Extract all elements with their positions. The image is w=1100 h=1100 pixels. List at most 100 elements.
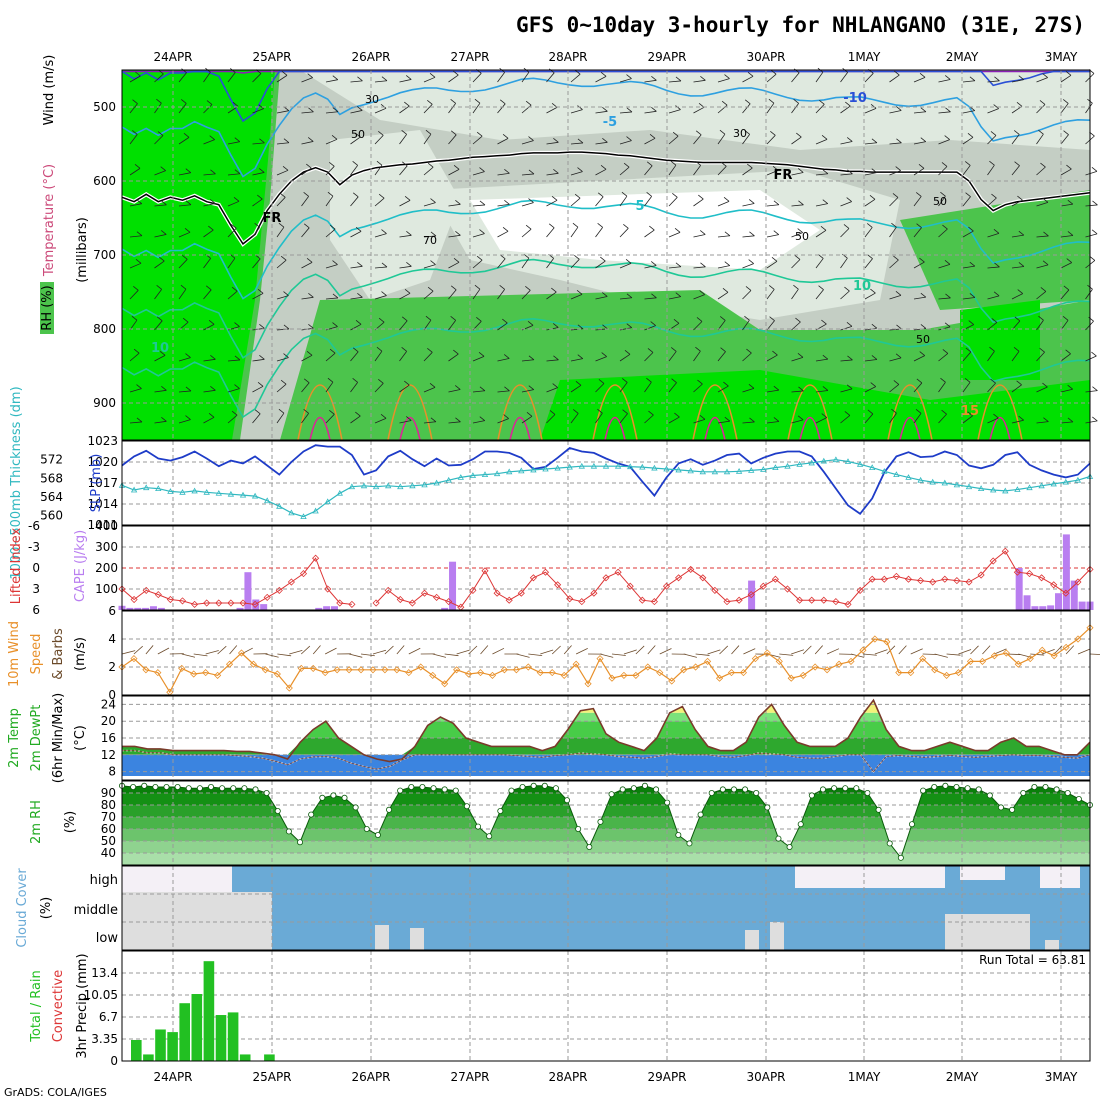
wind-barb-flag [893,380,900,385]
thickness-point [409,482,416,489]
lifted-index-point [723,598,731,606]
wind-barb-flag [1017,195,1023,201]
wind-barb [423,76,436,83]
wind-barb [987,135,997,145]
li-tick-label: -6 [28,519,40,533]
rh-point [1075,796,1082,803]
wind-barb [528,653,543,656]
wind-barb [374,80,387,83]
wind-barb-flag [770,69,777,75]
lifted-index-point [493,589,501,597]
wind-barb [227,72,236,83]
wind-barb [546,258,554,269]
wind-barb [1085,102,1093,114]
rh-point [797,821,804,828]
wind-speed-point [620,671,628,679]
thickness-point [723,468,731,475]
wind-barb-flag [651,293,657,299]
wind-barb [886,645,896,655]
wind-barb [766,261,778,269]
rh-band-fill [122,841,1090,853]
thickness-point [796,461,803,467]
wind-speed-point [715,674,724,682]
wind-barb [265,653,279,658]
wind-barb [325,138,338,145]
rh-saturated-region [540,370,1090,440]
wind-barb [814,645,823,655]
wind-barb-flag [160,230,167,235]
wind-barb [570,259,580,269]
wind-barb-flag [646,192,652,197]
rh-point [475,823,482,830]
rh-point [374,832,381,839]
wind-barb [815,71,824,83]
wind-barb-flag [719,129,726,135]
ylabel-speed: Speed [29,634,44,675]
wind-barb [864,227,873,238]
rh-point [1009,806,1016,813]
wind-barb-flag [773,200,780,206]
wind-barb-flag [871,168,878,173]
wind-barb-flag [749,231,755,237]
wind-barb [129,75,141,83]
wind-barb [570,358,583,362]
wind-barb-flag [940,377,946,383]
bottom-date-label: 29APR [647,1070,686,1084]
wind-barb [619,166,630,176]
wind-barb [668,296,681,300]
wind-barb [193,653,208,657]
wind-speed-point [405,669,413,677]
wind-barb [889,142,902,145]
wind-barb-flag [991,193,997,199]
wind-barb [408,647,421,655]
wind-barb [521,416,533,424]
wind-barb [350,265,363,269]
cloud-clear-low [1045,940,1059,950]
thickness-point [227,490,235,497]
wind-barb-flag [896,324,902,330]
cape-tick-label: 200 [95,561,118,575]
wind-barb-flag [1018,262,1025,267]
wind-barb [276,383,287,393]
wind-barb-flag [208,412,215,418]
wind-barb-flag [427,286,434,292]
wind-barb-flag [332,75,339,81]
wind-barb-flag [674,412,680,418]
wind-barb [570,197,581,207]
lifted-index-point [420,589,429,597]
wind-barb-flag [234,169,241,175]
wind-barb [987,80,1000,83]
wind-barb-flag [308,107,314,113]
wind-barb [595,412,603,424]
wind-barb [472,355,485,362]
ylabel-2m-rh: 2m RH [29,800,44,844]
wind-barb [252,108,264,114]
wind-barb-flag [303,192,309,197]
li-tick-label: 3 [32,582,40,596]
top-date-axis: 24APR 25APR 26APR 27APR 28APR 29APR 30APR 1MAY 2… [153,50,1077,64]
rh-point [397,787,404,794]
wind-barb-flag [185,168,192,174]
wind-barb [717,385,729,393]
wind-barb-flag [327,377,334,383]
bottom-date-label: 26APR [351,1070,390,1084]
rh-line [121,785,1091,859]
wind-barb [717,166,727,176]
wind-barb-flag [993,104,999,109]
wind-barb [492,647,505,655]
wind-barb-flag [919,73,926,78]
wind-barb-flag [967,411,973,417]
contour-label: FR [263,211,282,226]
thickness-point [905,474,912,480]
wind-barb-flag [161,416,167,422]
wind-barb-flag [551,195,558,201]
cloud-clear-low [122,892,272,950]
wind-barb-flag [1091,229,1098,235]
wind-barb-flag [430,231,437,237]
isotherm-line [121,258,1091,359]
rh-point [964,785,971,792]
wind-barb [815,258,824,269]
isotherm-line [121,199,1091,300]
rh-band-fill [122,829,1090,841]
wind-barb-flag [283,353,289,358]
